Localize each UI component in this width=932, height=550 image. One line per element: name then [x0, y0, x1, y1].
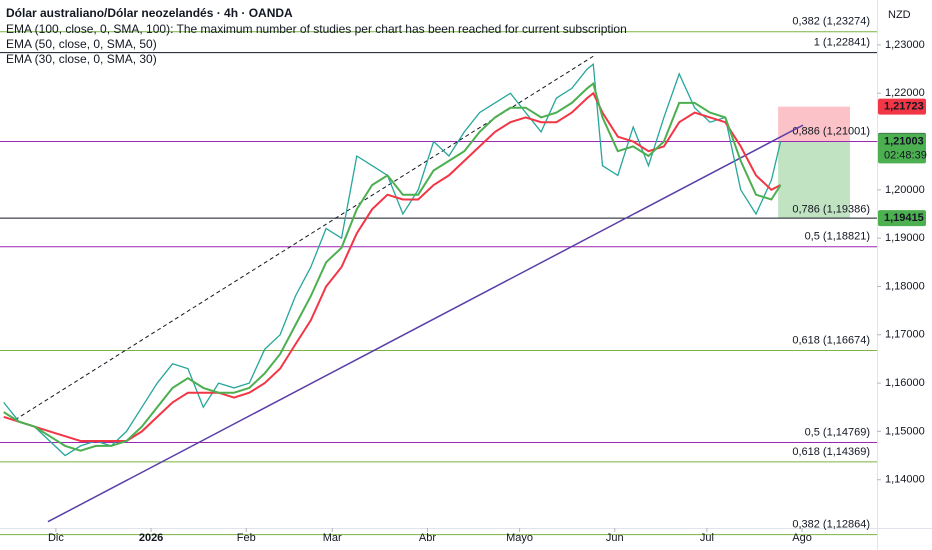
currency: NZD	[888, 9, 911, 21]
fib-label: 0,886 (1,21001)	[792, 125, 870, 137]
y-tick-label: 1,16000	[885, 377, 925, 389]
study-note: EMA (100, close, 0, SMA, 100): The maxim…	[6, 22, 627, 36]
fib-label: 0,5 (1,18821)	[805, 231, 870, 243]
price-label-box	[878, 210, 926, 227]
target-zone	[778, 141, 850, 219]
stop-zone	[778, 106, 850, 142]
x-tick-label: Jul	[700, 532, 714, 544]
y-tick-label: 1,14000	[885, 474, 925, 486]
fib-label: 0,618 (1,14369)	[792, 446, 870, 458]
y-tick-label: 1,18000	[885, 280, 925, 292]
fib-label: 1 (1,22841)	[814, 37, 870, 49]
legend-entry: EMA (30, close, 0, SMA, 30)	[6, 52, 157, 66]
fib-label: 0,786 (1,19386)	[792, 203, 870, 215]
x-tick-label: Abr	[419, 532, 436, 544]
countdown: 02:48:39	[884, 149, 927, 161]
x-tick-label: Dic	[48, 532, 64, 544]
ema-line	[3, 81, 782, 452]
legend-entry: EMA (50, close, 0, SMA, 50)	[6, 37, 157, 51]
y-tick-label: 1,19000	[885, 232, 925, 244]
x-tick-label: Mayo	[506, 532, 533, 544]
y-tick-label: 1,23000	[885, 39, 925, 51]
fib-label: 0,618 (1,16674)	[792, 334, 870, 346]
x-tick-label: Feb	[237, 532, 256, 544]
price-label: 1,21723	[884, 101, 924, 113]
y-tick-label: 1,20000	[885, 184, 925, 196]
fib-label: 0,382 (1,12864)	[792, 518, 870, 530]
price-label-box	[878, 98, 926, 115]
fib-label: 0,382 (1,23274)	[792, 16, 870, 28]
fib-label: 0,5 (1,14769)	[805, 426, 870, 438]
trend-line	[47, 124, 804, 523]
x-tick-label: Mar	[323, 532, 342, 544]
x-tick-label: 2026	[139, 532, 163, 544]
chart-title: Dólar australiano/Dólar neozelandés · 4h…	[6, 6, 293, 20]
ema-line	[3, 91, 782, 442]
price-label: 1,21003	[884, 135, 924, 147]
y-tick-label: 1,15000	[885, 425, 925, 437]
y-tick-label: 1,22000	[885, 87, 925, 99]
x-tick-label: Jun	[606, 532, 624, 544]
x-tick-label: Ago	[792, 532, 812, 544]
price-label: 1,19415	[884, 212, 924, 224]
price-label-box	[878, 133, 926, 164]
y-tick-label: 1,17000	[885, 329, 925, 341]
